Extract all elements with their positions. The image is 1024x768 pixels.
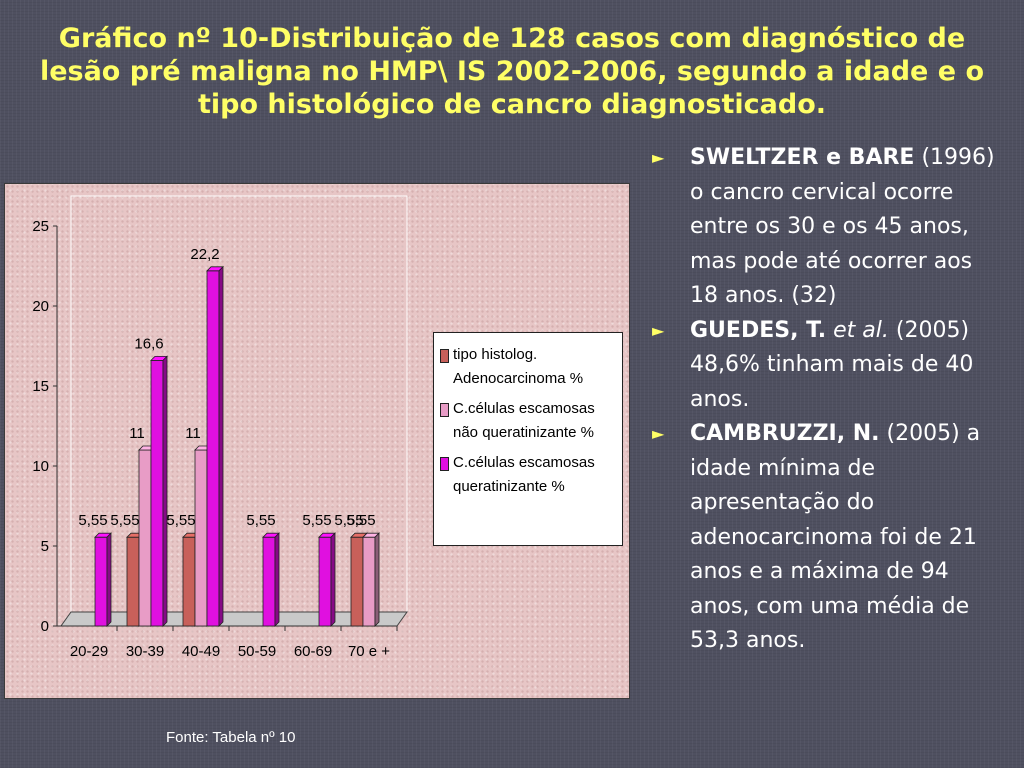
bar-front — [138, 449, 152, 627]
reference-etal: et al. — [833, 317, 889, 343]
bar-20-29-series-2 — [94, 532, 112, 627]
bar-front — [262, 536, 276, 627]
reference-author: SWELTZER e BARE — [690, 145, 915, 170]
y-tick-label: 5 — [41, 538, 49, 555]
bar-side — [218, 265, 224, 627]
triangle-bullet-icon: ► — [652, 148, 665, 167]
legend-swatch — [440, 349, 449, 363]
slide-title: Gráfico nº 10-Distribuição de 128 casos … — [39, 23, 985, 120]
bar-front — [318, 536, 332, 627]
x-tick-label: 70 e + — [348, 643, 390, 660]
bar-front — [206, 270, 220, 627]
data-label: 22,2 — [190, 246, 219, 263]
data-label: 11 — [129, 425, 145, 442]
legend-swatch — [440, 403, 449, 417]
legend-item-nao-queratinizante: C.células escamosas não queratinizante % — [440, 397, 620, 445]
reference-text: (2005) a idade mínima de apresentação do… — [690, 421, 981, 653]
y-tick-label: 15 — [32, 378, 49, 395]
bar-front — [94, 536, 108, 627]
bar-front — [150, 359, 164, 627]
bar-side — [330, 532, 336, 627]
legend-label: C.células escamosas não queratinizante % — [453, 400, 595, 441]
x-tick-label: 50-59 — [238, 643, 276, 660]
x-tick-label: 20-29 — [70, 643, 108, 660]
reference-author: GUEDES, T. — [690, 317, 827, 343]
reference-text: (1996) o cancro cervical ocorre entre os… — [690, 145, 995, 308]
data-label: 16,6 — [134, 335, 163, 352]
reference-author: CAMBRUZZI, N. — [690, 421, 880, 446]
legend-item-adenocarcinoma: tipo histolog. Adenocarcinoma % — [440, 343, 620, 391]
legend-label: C.células escamosas queratinizante % — [453, 454, 595, 495]
y-tick-label: 20 — [32, 298, 49, 315]
legend-swatch — [440, 457, 449, 471]
data-label: 5,55 — [166, 512, 195, 529]
bar-front — [126, 536, 140, 627]
data-label: 5,55 — [302, 512, 331, 529]
bar-30-39-series-2 — [150, 355, 168, 627]
reference-item: ► GUEDES, T. et al. (2005) 48,6% tinham … — [652, 314, 1002, 418]
bar-front — [350, 536, 364, 627]
y-tick-label: 25 — [32, 218, 49, 235]
data-label: 5,55 — [246, 512, 275, 529]
bar-50-59-series-2 — [262, 532, 280, 627]
bar-front — [194, 449, 208, 627]
legend-label: tipo histolog. Adenocarcinoma % — [453, 346, 584, 387]
triangle-bullet-icon: ► — [652, 424, 665, 443]
reference-item: ► CAMBRUZZI, N. (2005) a idade mínima de… — [652, 417, 1002, 659]
y-tick-label: 0 — [41, 618, 49, 635]
bar-side — [274, 532, 280, 627]
reference-list: ► SWELTZER e BARE (1996) o cancro cervic… — [652, 141, 1002, 659]
triangle-bullet-icon: ► — [652, 320, 665, 340]
data-label: 5,55 — [110, 512, 139, 529]
reference-text: (2005) 48,6% tinham mais de 40 anos. — [690, 317, 974, 412]
legend-item-queratinizante: C.células escamosas queratinizante % — [440, 451, 620, 499]
data-label: 5,55 — [78, 512, 107, 529]
data-label: 5,55 — [334, 512, 363, 529]
chart-axes: 0 5 10 15 20 25 20-29 30-39 40-49 50-59 60-69 70 e … — [32, 218, 398, 660]
data-label: 11 — [185, 425, 201, 442]
chart-panel: 0 5 10 15 20 25 20-29 30-39 40-49 50-59 60-69 70 e … — [4, 183, 630, 699]
bar-front — [182, 536, 196, 627]
chart-bars — [94, 265, 380, 627]
bar-side — [162, 355, 168, 627]
bar-chart: 0 5 10 15 20 25 20-29 30-39 40-49 50-59 60-69 70 e … — [32, 195, 408, 660]
x-tick-label: 60-69 — [294, 643, 332, 660]
x-tick-label: 30-39 — [126, 643, 164, 660]
bar-40-49-series-2 — [206, 265, 224, 627]
y-tick-label: 10 — [32, 458, 49, 475]
chart-caption: Fonte: Tabela nº 10 — [166, 729, 296, 746]
bar-front — [362, 536, 376, 627]
chart-legend: tipo histolog. Adenocarcinoma % C.célula… — [433, 332, 623, 546]
x-tick-label: 40-49 — [182, 643, 220, 660]
reference-item: ► SWELTZER e BARE (1996) o cancro cervic… — [652, 141, 1002, 314]
bar-side — [106, 532, 112, 627]
bar-60-69-series-2 — [318, 532, 336, 627]
bar-side — [374, 532, 380, 627]
bar-70 e +-series-1 — [362, 532, 380, 627]
data-label: 5,55 — [346, 512, 375, 529]
